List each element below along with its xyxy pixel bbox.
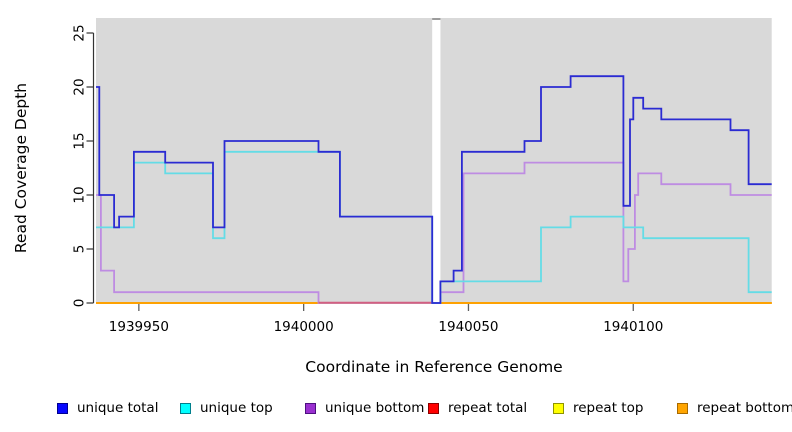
legend-swatch-icon (57, 402, 68, 414)
x-tick-label: 1939950 (109, 319, 169, 335)
masked-region (432, 20, 441, 304)
y-tick-label: 0 (72, 299, 88, 308)
legend-label: unique total (77, 400, 159, 416)
y-tick-label: 10 (72, 186, 88, 203)
legend-label: unique bottom (325, 400, 425, 416)
y-tick-label: 20 (72, 78, 88, 95)
x-axis-label: Coordinate in Reference Genome (305, 358, 563, 376)
legend-label: unique top (200, 400, 273, 416)
y-tick-label: 15 (72, 132, 88, 149)
y-axis-label: Read Coverage Depth (12, 82, 30, 254)
legend-swatch-icon (553, 402, 564, 414)
legend-item-repeat-bottom: repeat bottom (677, 399, 792, 417)
legend-swatch-icon (677, 402, 688, 414)
legend-item-unique-bottom: unique bottom (305, 399, 424, 417)
legend-item-unique-total: unique total (57, 399, 158, 417)
legend-item-repeat-top: repeat top (553, 399, 643, 417)
mask-cap (432, 18, 441, 20)
legend-swatch-icon (305, 402, 316, 414)
series-unique-total (96, 75, 772, 304)
legend: unique total unique top unique bottom repea… (0, 399, 792, 419)
legend-label: repeat total (448, 400, 528, 416)
legend-label: repeat bottom (697, 400, 792, 416)
x-tick-label: 1940100 (603, 319, 663, 335)
legend-item-unique-top: unique top (180, 399, 273, 417)
x-tick-label: 1940000 (274, 319, 334, 335)
legend-swatch-icon (180, 402, 191, 414)
y-tick-label: 5 (72, 245, 88, 254)
legend-label: repeat top (573, 400, 644, 416)
series-unique-bottom (96, 161, 772, 304)
legend-item-repeat-total: repeat total (428, 399, 527, 417)
x-tick-label: 1940050 (438, 319, 498, 335)
legend-swatch-icon (428, 402, 439, 414)
y-tick-label: 25 (72, 24, 88, 41)
